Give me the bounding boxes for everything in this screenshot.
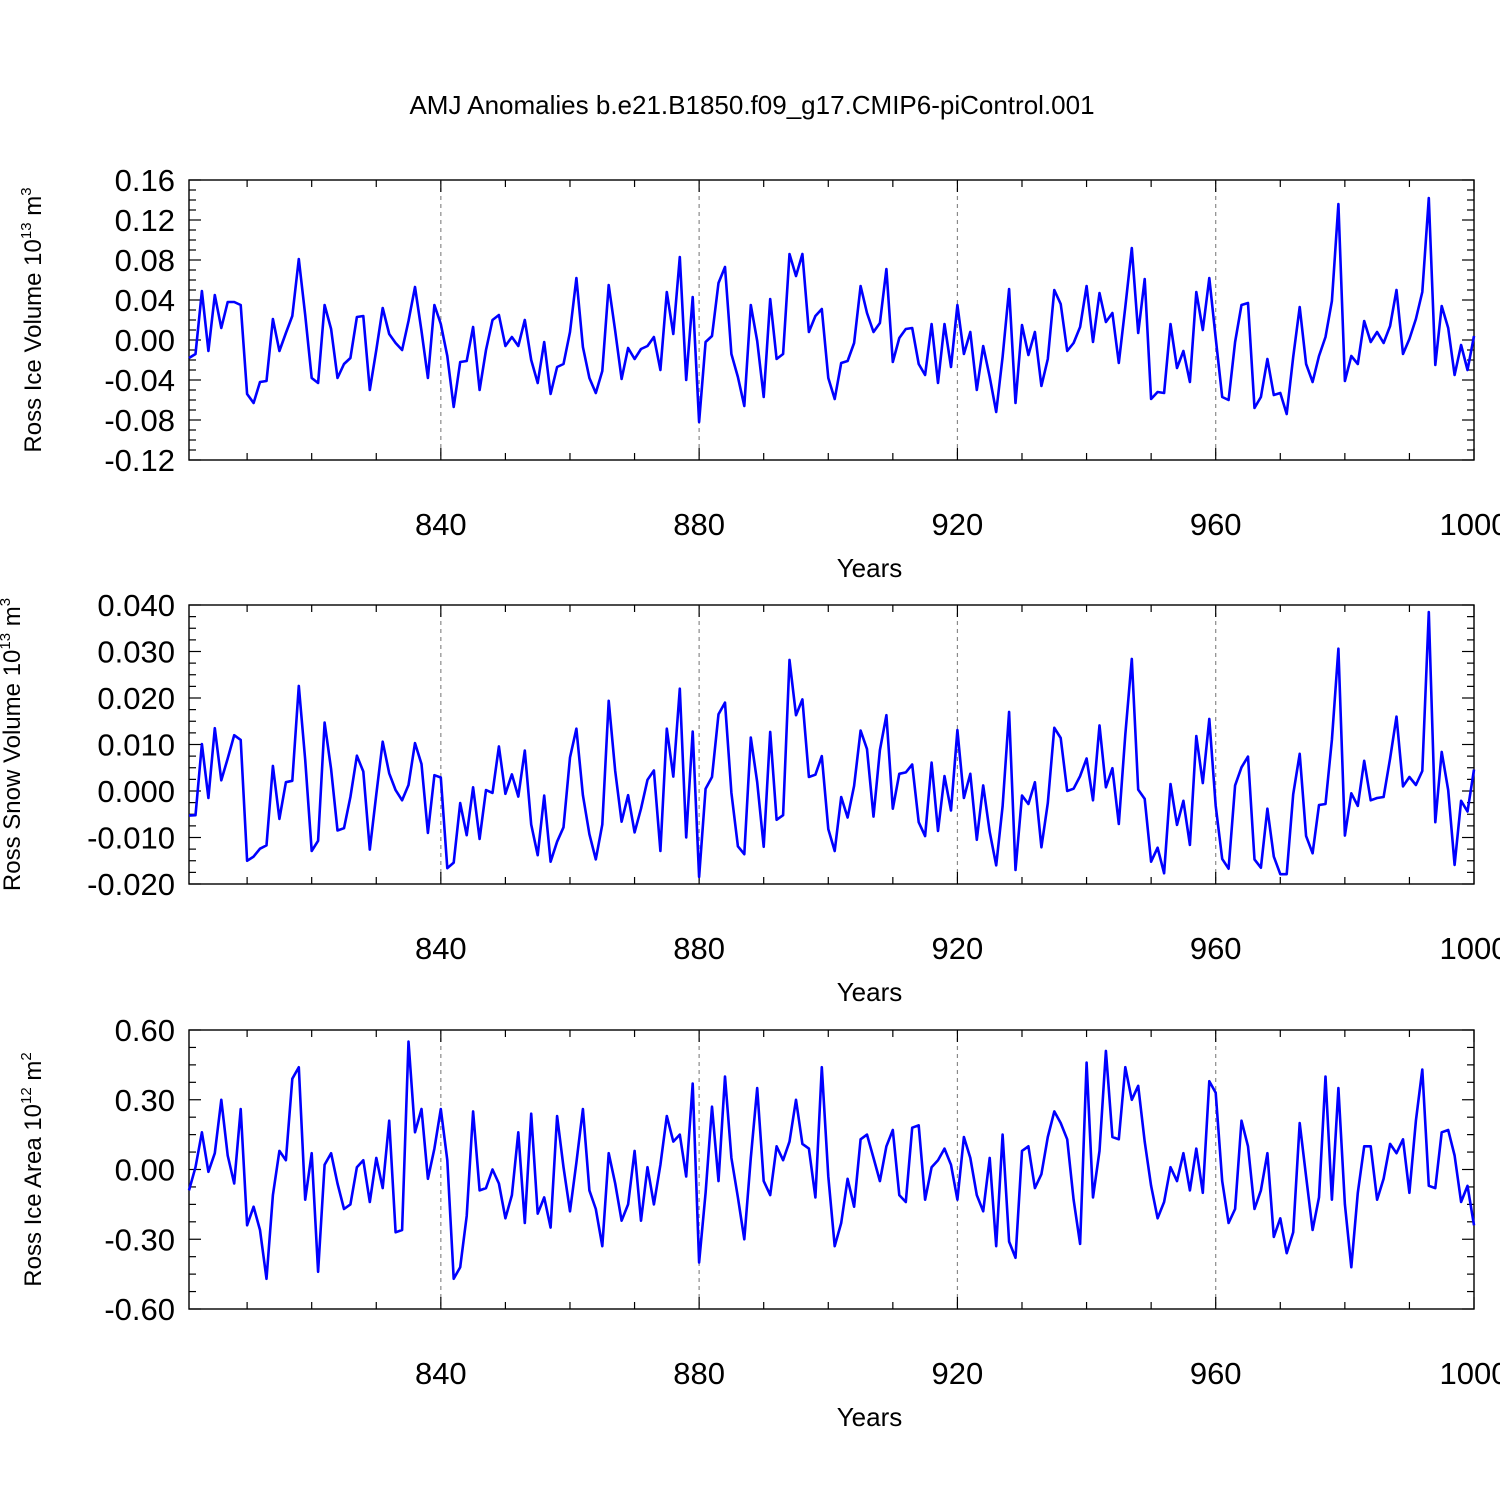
- y-axis-label: Ross Ice Volume 1013 m3: [18, 187, 47, 452]
- y-tick-label: 0.00: [115, 1153, 175, 1188]
- y-tick-label: 0.010: [97, 728, 175, 763]
- x-tick-label: 1000: [1440, 931, 1500, 966]
- y-tick-label: -0.08: [104, 403, 175, 438]
- panel-3: 0.60 0.30 0.00 -0.30 -0.60 840 880 920 960 1000 Ye…: [18, 1013, 1500, 1432]
- series-line: [188, 610, 1476, 879]
- y-tick-label: 0.30: [115, 1083, 175, 1118]
- x-axis-label: Years: [837, 977, 903, 1007]
- x-axis-label: Years: [837, 553, 903, 583]
- y-tick-label: 0.000: [97, 774, 175, 809]
- y-tick-label: 0.60: [115, 1013, 175, 1048]
- x-tick-label: 840: [415, 931, 467, 966]
- chart-title: AMJ Anomalies b.e21.B1850.f09_g17.CMIP6-…: [409, 90, 1094, 120]
- y-tick-label: -0.04: [104, 363, 175, 398]
- series-line: [188, 196, 1476, 424]
- x-tick-label: 960: [1190, 507, 1242, 542]
- y-tick-label: -0.60: [104, 1292, 175, 1327]
- x-tick-label: 920: [932, 1356, 984, 1391]
- panel-1: 0.16 0.12 0.08 0.04 0.00 -0.04 -0.08 -0.12 840 88…: [18, 163, 1500, 583]
- y-tick-label: 0.00: [115, 323, 175, 358]
- y-axis-label: Ross Ice Area 1012 m2: [18, 1052, 47, 1286]
- series-line: [187, 1040, 1476, 1281]
- y-tick-label: -0.12: [104, 443, 175, 478]
- y-axis-label: Ross Snow Volume 1013 m3: [0, 598, 26, 891]
- y-tick-label: 0.040: [97, 588, 175, 623]
- x-tick-label: 920: [932, 931, 984, 966]
- x-tick-label: 1000: [1440, 507, 1500, 542]
- x-tick-label: 880: [673, 1356, 725, 1391]
- x-tick-label: 920: [932, 507, 984, 542]
- panels: 0.16 0.12 0.08 0.04 0.00 -0.04 -0.08 -0.12 840 88…: [0, 163, 1500, 1432]
- x-tick-label: 840: [415, 507, 467, 542]
- y-tick-label: -0.010: [87, 821, 175, 856]
- y-tick-label: 0.04: [115, 283, 175, 318]
- x-tick-label: 880: [673, 931, 725, 966]
- x-tick-label: 880: [673, 507, 725, 542]
- panel-2: 0.040 0.030 0.020 0.010 0.000 -0.010 -0.020 840…: [0, 588, 1500, 1007]
- x-tick-label: 1000: [1440, 1356, 1500, 1391]
- y-tick-label: 0.16: [115, 163, 175, 198]
- x-tick-label: 960: [1190, 931, 1242, 966]
- x-tick-label: 960: [1190, 1356, 1242, 1391]
- y-tick-label: 0.020: [97, 681, 175, 716]
- x-axis-label: Years: [837, 1402, 903, 1432]
- y-tick-label: 0.08: [115, 243, 175, 278]
- y-tick-label: 0.12: [115, 203, 175, 238]
- x-tick-label: 840: [415, 1356, 467, 1391]
- y-tick-label: -0.020: [87, 867, 175, 902]
- y-tick-label: 0.030: [97, 635, 175, 670]
- y-tick-label: -0.30: [104, 1222, 175, 1257]
